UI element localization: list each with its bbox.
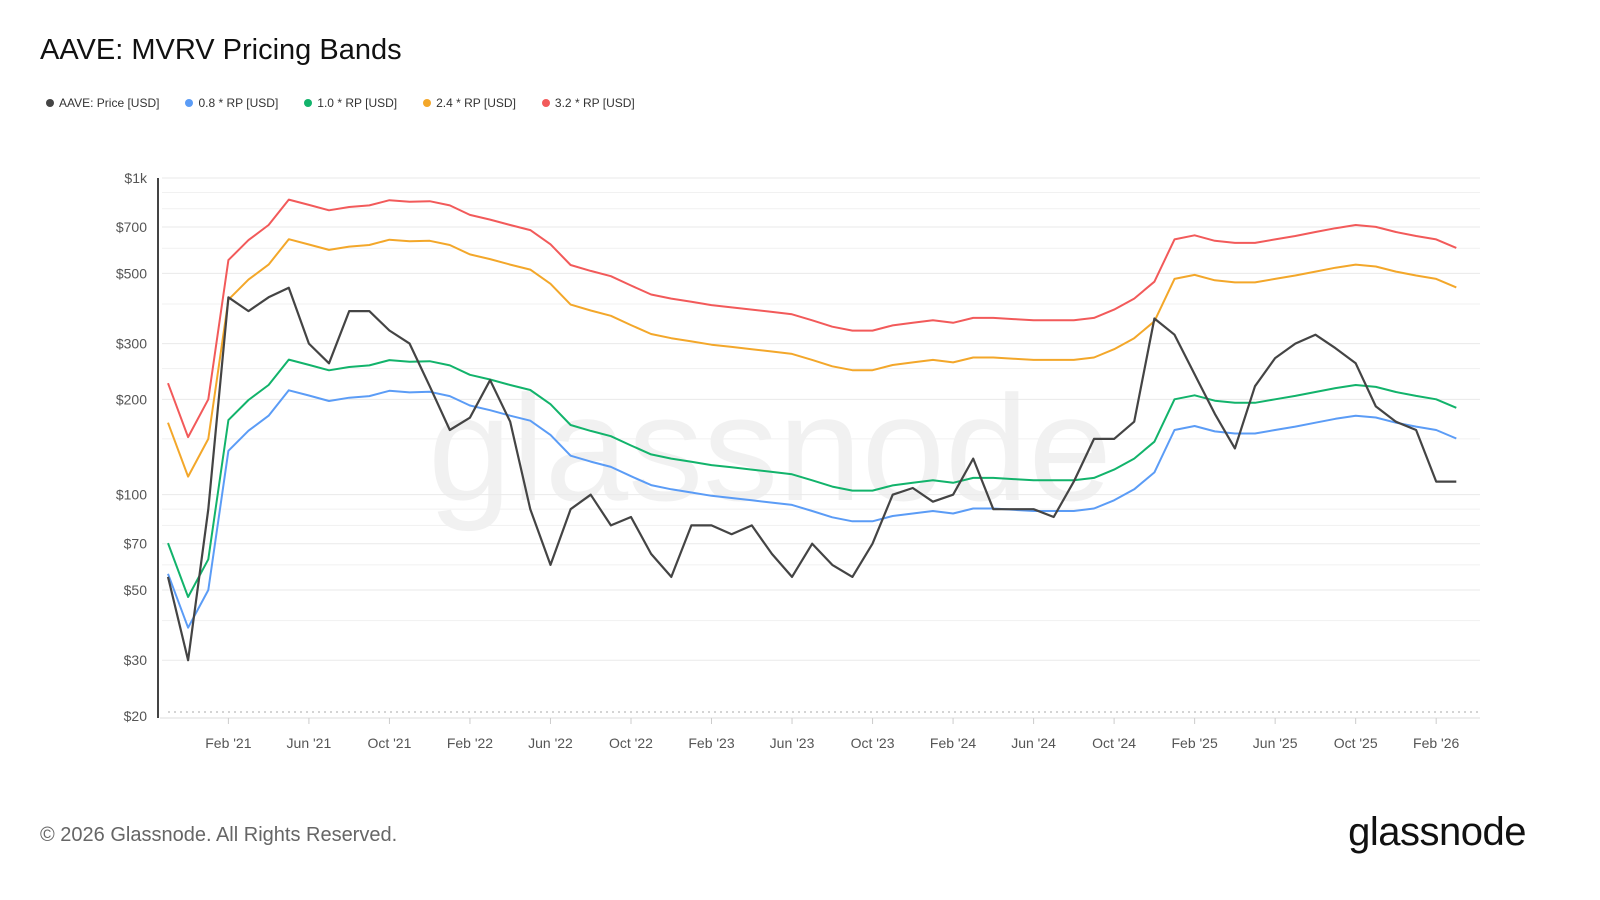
legend-dot-icon [185,99,194,107]
legend-item[interactable]: 0.8 * RP [USD] [185,96,278,110]
glassnode-logo: glassnode [1348,810,1526,854]
x-tick-label: Feb '25 [1171,735,1217,751]
x-tick-label: Jun '22 [528,735,573,751]
y-tick-label: $100 [116,487,147,503]
legend-item[interactable]: 3.2 * RP [USD] [541,96,635,110]
x-tick-label: Jun '25 [1253,735,1298,751]
y-tick-label: $700 [116,219,147,235]
copyright-footer: © 2026 Glassnode. All Rights Reserved. [40,824,398,846]
x-tick-label: Jun '24 [1011,735,1056,751]
x-tick-label: Feb '26 [1413,735,1459,751]
legend-label: AAVE: Price [USD] [59,96,160,110]
series-line-3 [167,238,1457,478]
legend-label: 2.4 * RP [USD] [436,96,516,110]
y-tick-label: $300 [116,336,147,352]
legend-item[interactable]: 2.4 * RP [USD] [423,96,516,110]
y-tick-label: $1k [124,170,148,186]
legend-dot-icon [423,99,432,107]
y-tick-label: $500 [116,265,147,281]
y-tick-label: $50 [124,582,148,598]
x-tick-label: Jun '23 [770,735,815,751]
x-tick-label: Feb '22 [447,735,493,751]
x-tick-label: Oct '25 [1334,735,1378,751]
x-tick-label: Oct '24 [1092,735,1136,751]
legend-label: 3.2 * RP [USD] [554,96,635,110]
chart-title: AAVE: MVRV Pricing Bands [40,34,402,66]
series-line-0 [166,286,1457,662]
y-tick-label: $20 [124,708,148,724]
x-tick-label: Feb '23 [688,735,734,751]
legend: AAVE: Price [USD] 0.8 * RP [USD] 1.0 * RP … [46,96,635,110]
legend-label: 0.8 * RP [USD] [198,96,279,110]
x-tick-label: Jun '21 [287,735,332,751]
legend-dot-icon [304,99,313,107]
x-tick-label: Oct '22 [609,735,653,751]
x-tick-label: Feb '24 [930,735,976,751]
y-tick-label: $200 [116,391,147,407]
series-line-4 [167,198,1457,439]
legend-dot-icon [46,99,54,107]
y-tick-label: $70 [124,536,148,552]
x-tick-label: Oct '23 [851,735,895,751]
legend-label: 1.0 * RP [USD] [317,96,398,110]
series-line-1 [167,389,1457,629]
x-tick-label: Oct '21 [367,735,411,751]
watermark: glassnode [428,364,1112,532]
series-line-2 [167,358,1457,598]
legend-dot-icon [541,99,550,107]
y-tick-label: $30 [124,652,148,668]
legend-item[interactable]: 1.0 * RP [USD] [304,96,397,110]
legend-item[interactable]: AAVE: Price [USD] [46,96,159,110]
x-tick-label: Feb '21 [205,735,251,751]
